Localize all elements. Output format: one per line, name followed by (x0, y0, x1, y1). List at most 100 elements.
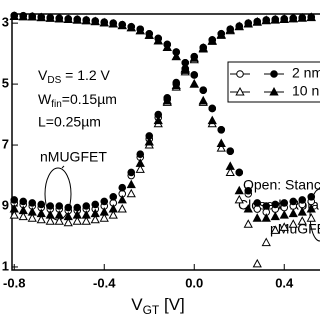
p-ellipse (309, 188, 320, 242)
legend-label: 10 nm (292, 83, 320, 99)
data-point (244, 186, 253, 195)
data-point (135, 25, 145, 35)
data-point (216, 138, 226, 148)
data-point (217, 126, 226, 134)
data-point (190, 71, 199, 79)
x-tick-label: 0.0 (185, 275, 203, 290)
data-point (36, 208, 46, 218)
data-point (99, 207, 109, 216)
legend-marker (269, 86, 279, 96)
data-point (297, 12, 307, 22)
data-point (198, 43, 208, 52)
data-point (54, 216, 64, 225)
data-point (55, 202, 64, 210)
data-point (117, 194, 127, 204)
data-point (108, 203, 118, 213)
data-point (261, 213, 271, 222)
data-point (306, 12, 316, 21)
data-point (72, 216, 82, 225)
length-label: L=0.25µm (38, 114, 101, 130)
data-point (153, 35, 163, 45)
data-point (36, 12, 46, 22)
data-point (180, 63, 190, 73)
data-point (162, 42, 172, 52)
data-point (234, 185, 244, 195)
data-point (54, 13, 64, 23)
y-tick-label: 7 (2, 136, 9, 151)
data-point (37, 200, 46, 209)
plot-frame (11, 13, 320, 271)
data-point (252, 16, 262, 26)
data-point (135, 158, 145, 167)
data-point (279, 210, 289, 219)
data-point (207, 35, 217, 45)
data-point (118, 183, 127, 192)
data-point (28, 199, 37, 207)
data-point (81, 210, 91, 219)
data-point (99, 17, 109, 27)
data-point (306, 203, 316, 213)
wfin-label: Wfin=0.15µm (38, 91, 117, 110)
data-point (262, 202, 271, 210)
data-point (82, 202, 91, 210)
data-point (225, 167, 235, 176)
data-point (153, 115, 163, 125)
y-tick-label: 5 (2, 76, 9, 91)
data-point (109, 193, 118, 201)
data-point (171, 80, 181, 90)
n-device-label: nMUGFET (40, 149, 107, 165)
data-point (27, 207, 37, 216)
data-point (235, 168, 244, 177)
p-device-label: pMuGFET (270, 221, 320, 237)
data-point (90, 16, 100, 26)
data-point (90, 208, 100, 218)
data-point (189, 79, 199, 88)
data-point (126, 179, 136, 189)
data-point (46, 202, 55, 210)
data-point (307, 193, 316, 201)
data-point (135, 164, 145, 173)
y-tick-label: 3 (2, 15, 9, 30)
data-point (9, 210, 19, 219)
data-point (243, 203, 253, 213)
data-point (45, 216, 55, 225)
data-point (36, 214, 46, 224)
x-tick-label: -0.4 (93, 275, 116, 290)
legend-label: 2 nm (292, 65, 320, 81)
data-point (198, 95, 208, 105)
data-point (261, 15, 271, 24)
data-point (225, 24, 235, 34)
data-point (144, 136, 154, 146)
vds-label: VDS = 1.2 V (38, 67, 111, 86)
data-point (261, 237, 271, 247)
data-point (288, 208, 298, 218)
data-point (297, 216, 307, 225)
data-point (208, 104, 217, 113)
n-pointer (61, 165, 65, 169)
data-point (9, 203, 19, 213)
data-point (18, 211, 28, 221)
data-point (73, 203, 82, 212)
data-point (127, 168, 136, 177)
x-axis-label: VGT [V] (131, 295, 185, 317)
data-point (280, 199, 289, 207)
data-point (108, 19, 118, 28)
data-point (91, 200, 100, 209)
data-point (226, 147, 235, 155)
data-point (270, 14, 280, 24)
data-point (108, 210, 118, 219)
data-point (90, 214, 100, 224)
data-point (18, 11, 28, 21)
data-point (72, 210, 82, 219)
data-point (63, 211, 73, 221)
data-point (27, 11, 37, 21)
x-tick-label: 0.4 (275, 275, 294, 290)
data-point (27, 213, 37, 222)
data-point (162, 95, 172, 105)
data-point (306, 213, 316, 222)
y-tick-label: 9 (2, 197, 9, 212)
data-point (117, 203, 127, 213)
data-point (72, 15, 82, 24)
data-point (18, 205, 28, 215)
data-point (253, 199, 262, 207)
